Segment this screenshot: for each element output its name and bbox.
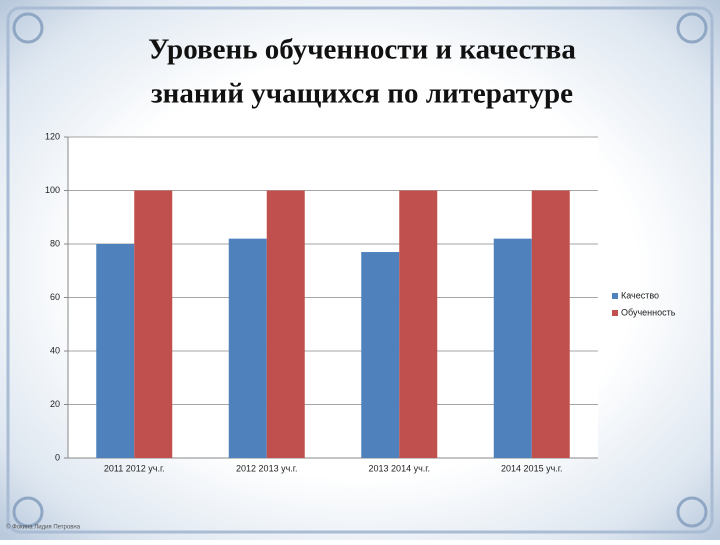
bar [531,190,570,458]
y-tick-label: 60 [50,292,60,302]
legend-label: Качество [621,290,659,300]
bar [361,252,400,458]
x-tick-label: 2013 2014 уч.г. [369,463,430,473]
credit: © Фокина Лидия Петровна [6,524,81,531]
x-tick-label: 2014 2015 уч.г. [501,463,562,473]
legend-swatch [612,293,618,299]
chart-title: Уровень обученности и качества [148,34,576,66]
y-tick-label: 80 [50,238,60,248]
y-tick-label: 100 [45,185,60,195]
bar [228,238,267,458]
bar [96,244,135,458]
legend-label: Обученность [621,307,676,317]
ornament [676,12,708,44]
x-tick-label: 2012 2013 уч.г. [236,463,297,473]
ornament [12,12,44,44]
x-tick-label: 2011 2012 уч.г. [104,463,165,473]
ornament [12,496,44,528]
y-tick-label: 120 [45,131,60,141]
chart-title: знаний учащихся по литературе [151,78,573,110]
frame [6,6,714,534]
legend-swatch [612,310,618,316]
bar [493,238,532,458]
y-tick-label: 40 [50,345,60,355]
y-tick-label: 20 [50,399,60,409]
ornament [676,496,708,528]
y-tick-label: 0 [55,452,60,462]
bar [399,190,438,458]
bar [266,190,305,458]
bar [134,190,173,458]
